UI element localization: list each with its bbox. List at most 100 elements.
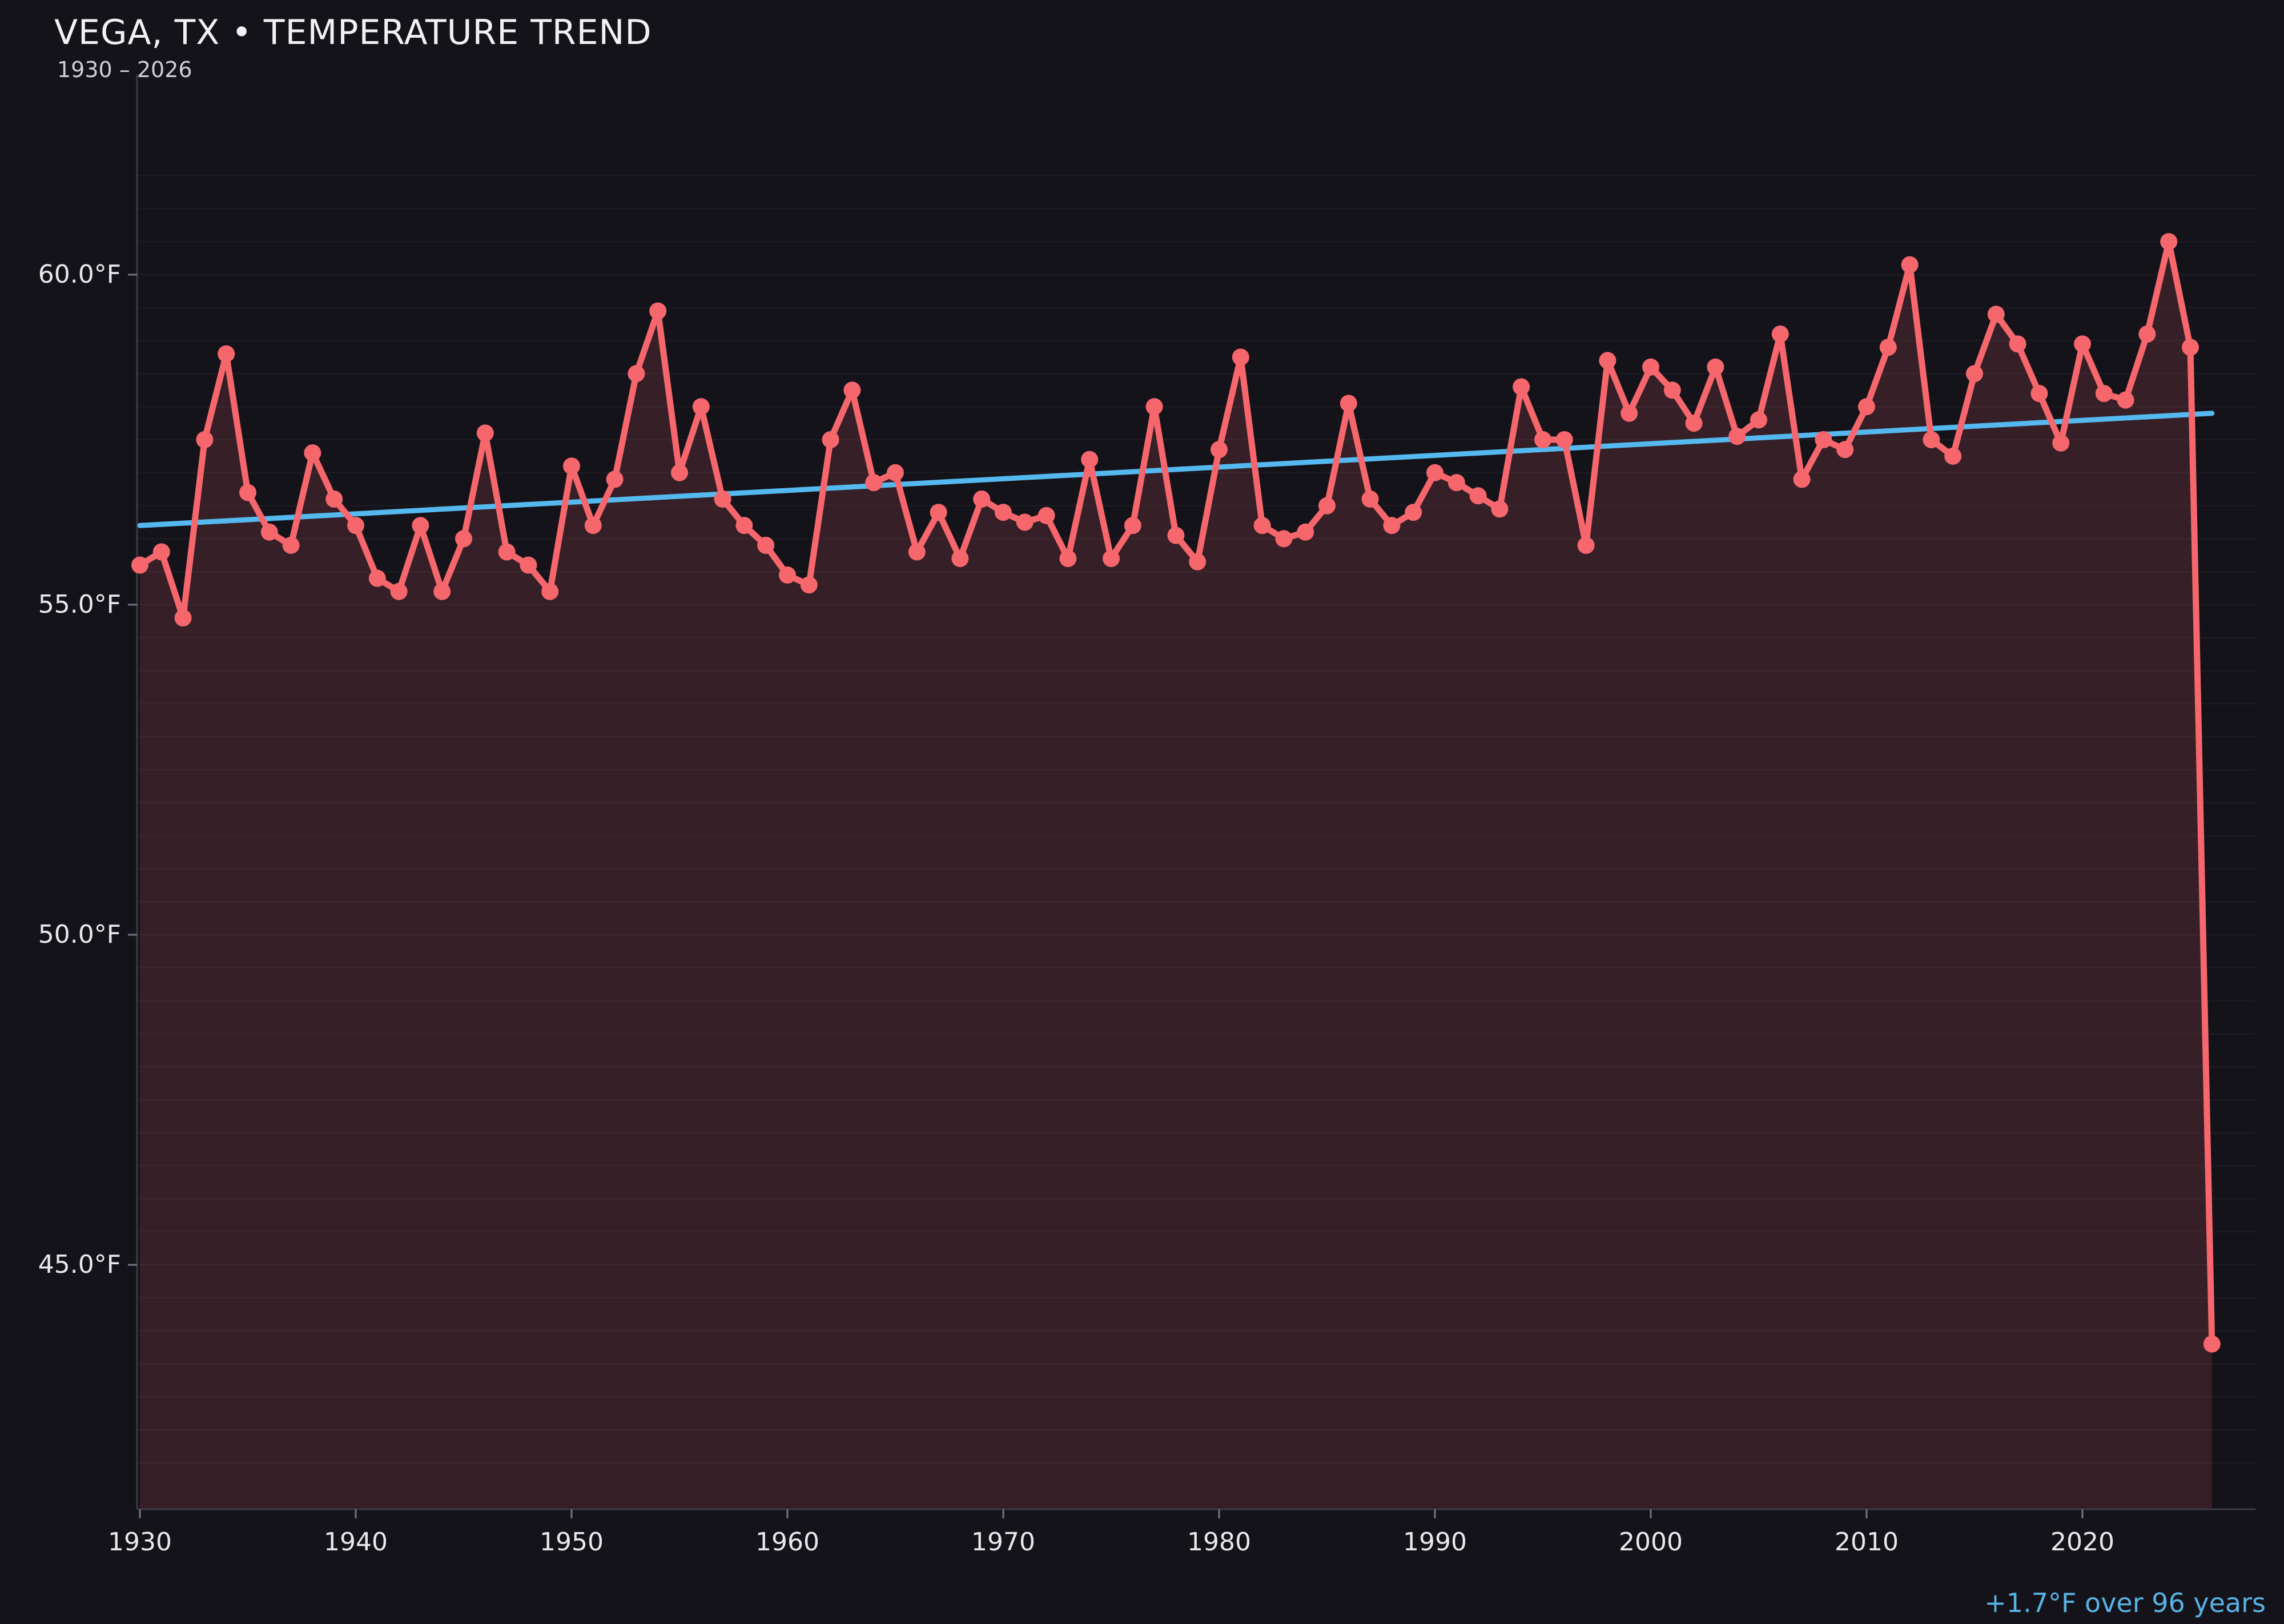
data-point-marker bbox=[714, 491, 731, 508]
data-point-marker bbox=[1297, 523, 1314, 541]
data-point-marker bbox=[822, 431, 839, 448]
data-point-marker bbox=[2074, 335, 2091, 353]
data-point-marker bbox=[1966, 365, 1983, 383]
data-point-marker bbox=[1145, 398, 1163, 416]
data-point-marker bbox=[1555, 431, 1573, 448]
data-point-marker bbox=[2030, 385, 2048, 403]
data-point-marker bbox=[2203, 1335, 2221, 1353]
data-point-marker bbox=[541, 582, 559, 600]
data-point-marker bbox=[1361, 491, 1379, 508]
data-point-marker bbox=[1513, 378, 1530, 396]
x-axis-label: 1940 bbox=[324, 1527, 388, 1557]
data-point-marker bbox=[1318, 497, 1336, 514]
data-point-marker bbox=[800, 576, 818, 594]
data-point-marker bbox=[584, 517, 602, 534]
data-point-marker bbox=[2117, 391, 2134, 409]
data-point-marker bbox=[1685, 415, 1703, 432]
x-axis-label: 1950 bbox=[540, 1527, 604, 1557]
y-axis-label: 60.0°F bbox=[38, 260, 121, 289]
data-point-marker bbox=[1211, 441, 1228, 459]
data-point-marker bbox=[1469, 487, 1487, 505]
data-point-marker bbox=[282, 537, 300, 554]
data-point-marker bbox=[1728, 428, 1746, 445]
data-point-marker bbox=[1016, 513, 1034, 531]
data-point-marker bbox=[1253, 517, 1271, 534]
data-point-marker bbox=[735, 517, 753, 534]
data-point-marker bbox=[887, 464, 904, 481]
data-point-marker bbox=[196, 431, 214, 448]
data-point-marker bbox=[2138, 325, 2156, 343]
data-point-marker bbox=[1534, 431, 1551, 448]
plot-area bbox=[128, 74, 2255, 1518]
data-point-marker bbox=[1491, 500, 1509, 518]
data-point-marker bbox=[865, 474, 883, 492]
data-point-marker bbox=[1599, 352, 1617, 369]
data-point-marker bbox=[1167, 526, 1185, 544]
y-axis-label: 45.0°F bbox=[38, 1250, 121, 1279]
data-point-marker bbox=[260, 523, 278, 541]
data-point-marker bbox=[1620, 404, 1638, 422]
data-point-marker bbox=[973, 491, 991, 508]
data-point-marker bbox=[995, 504, 1012, 521]
page-subtitle: 1930 – 2026 bbox=[57, 57, 192, 82]
data-point-marker bbox=[1383, 517, 1401, 534]
chart-container: 1930 1940 1950 1960 1970 1980 1990 2000 2010 2020… bbox=[38, 74, 2255, 1557]
data-point-marker bbox=[1987, 305, 2005, 323]
data-point-marker bbox=[325, 491, 343, 508]
data-point-marker bbox=[1059, 550, 1077, 568]
trend-line bbox=[137, 411, 2215, 528]
x-axis-label: 2000 bbox=[1619, 1527, 1683, 1557]
data-point-marker bbox=[908, 543, 926, 561]
data-point-marker bbox=[1750, 411, 1767, 429]
data-point-marker bbox=[1879, 339, 1897, 356]
data-point-marker bbox=[2009, 335, 2026, 353]
data-point-marker bbox=[628, 365, 645, 383]
data-point-marker bbox=[563, 457, 580, 475]
data-point-marker bbox=[2182, 339, 2199, 356]
data-point-marker bbox=[1663, 381, 1681, 399]
data-point-marker bbox=[1707, 358, 1724, 376]
x-axis-label: 2020 bbox=[2050, 1527, 2114, 1557]
data-point-marker bbox=[476, 424, 494, 442]
data-point-marker bbox=[649, 302, 667, 320]
data-point-marker bbox=[498, 543, 516, 561]
data-point-marker bbox=[2095, 385, 2113, 403]
trend-annotation: +1.7°F over 96 years bbox=[1984, 1587, 2266, 1618]
data-point-marker bbox=[520, 556, 537, 574]
data-point-marker bbox=[1447, 474, 1465, 492]
data-point-marker bbox=[455, 530, 472, 548]
data-point-marker bbox=[1189, 553, 1207, 570]
data-point-marker bbox=[606, 471, 624, 488]
data-point-marker bbox=[1232, 348, 1249, 366]
data-point-marker bbox=[174, 609, 192, 627]
y-axis-label: 50.0°F bbox=[38, 920, 121, 949]
data-point-marker bbox=[1275, 530, 1293, 548]
data-point-marker bbox=[412, 517, 429, 534]
data-point-marker bbox=[671, 464, 688, 481]
x-axis-label: 1930 bbox=[108, 1527, 172, 1557]
data-point-marker bbox=[390, 582, 408, 600]
data-point-marker bbox=[757, 537, 775, 554]
data-point-marker bbox=[1771, 325, 1789, 343]
data-point-marker bbox=[1944, 447, 1962, 465]
page-title: VEGA, TX • TEMPERATURE TREND bbox=[54, 13, 652, 53]
data-point-marker bbox=[1836, 441, 1854, 459]
data-point-marker bbox=[1901, 256, 1919, 274]
data-point-marker bbox=[347, 517, 364, 534]
data-point-marker bbox=[930, 504, 947, 521]
data-point-marker bbox=[131, 556, 148, 574]
data-point-marker bbox=[239, 484, 256, 501]
data-point-marker bbox=[1405, 504, 1422, 521]
series-area-fill bbox=[140, 242, 2212, 1510]
x-axis-label: 1980 bbox=[1187, 1527, 1251, 1557]
data-point-marker bbox=[843, 381, 861, 399]
data-point-marker bbox=[2160, 233, 2178, 251]
data-point-marker bbox=[1793, 471, 1811, 488]
data-point-marker bbox=[1081, 451, 1099, 468]
x-axis-label: 1990 bbox=[1403, 1527, 1467, 1557]
data-point-marker bbox=[2052, 434, 2070, 452]
data-point-marker bbox=[1815, 431, 1832, 448]
x-axis-label: 2010 bbox=[1835, 1527, 1899, 1557]
y-axis-label: 55.0°F bbox=[38, 590, 121, 619]
